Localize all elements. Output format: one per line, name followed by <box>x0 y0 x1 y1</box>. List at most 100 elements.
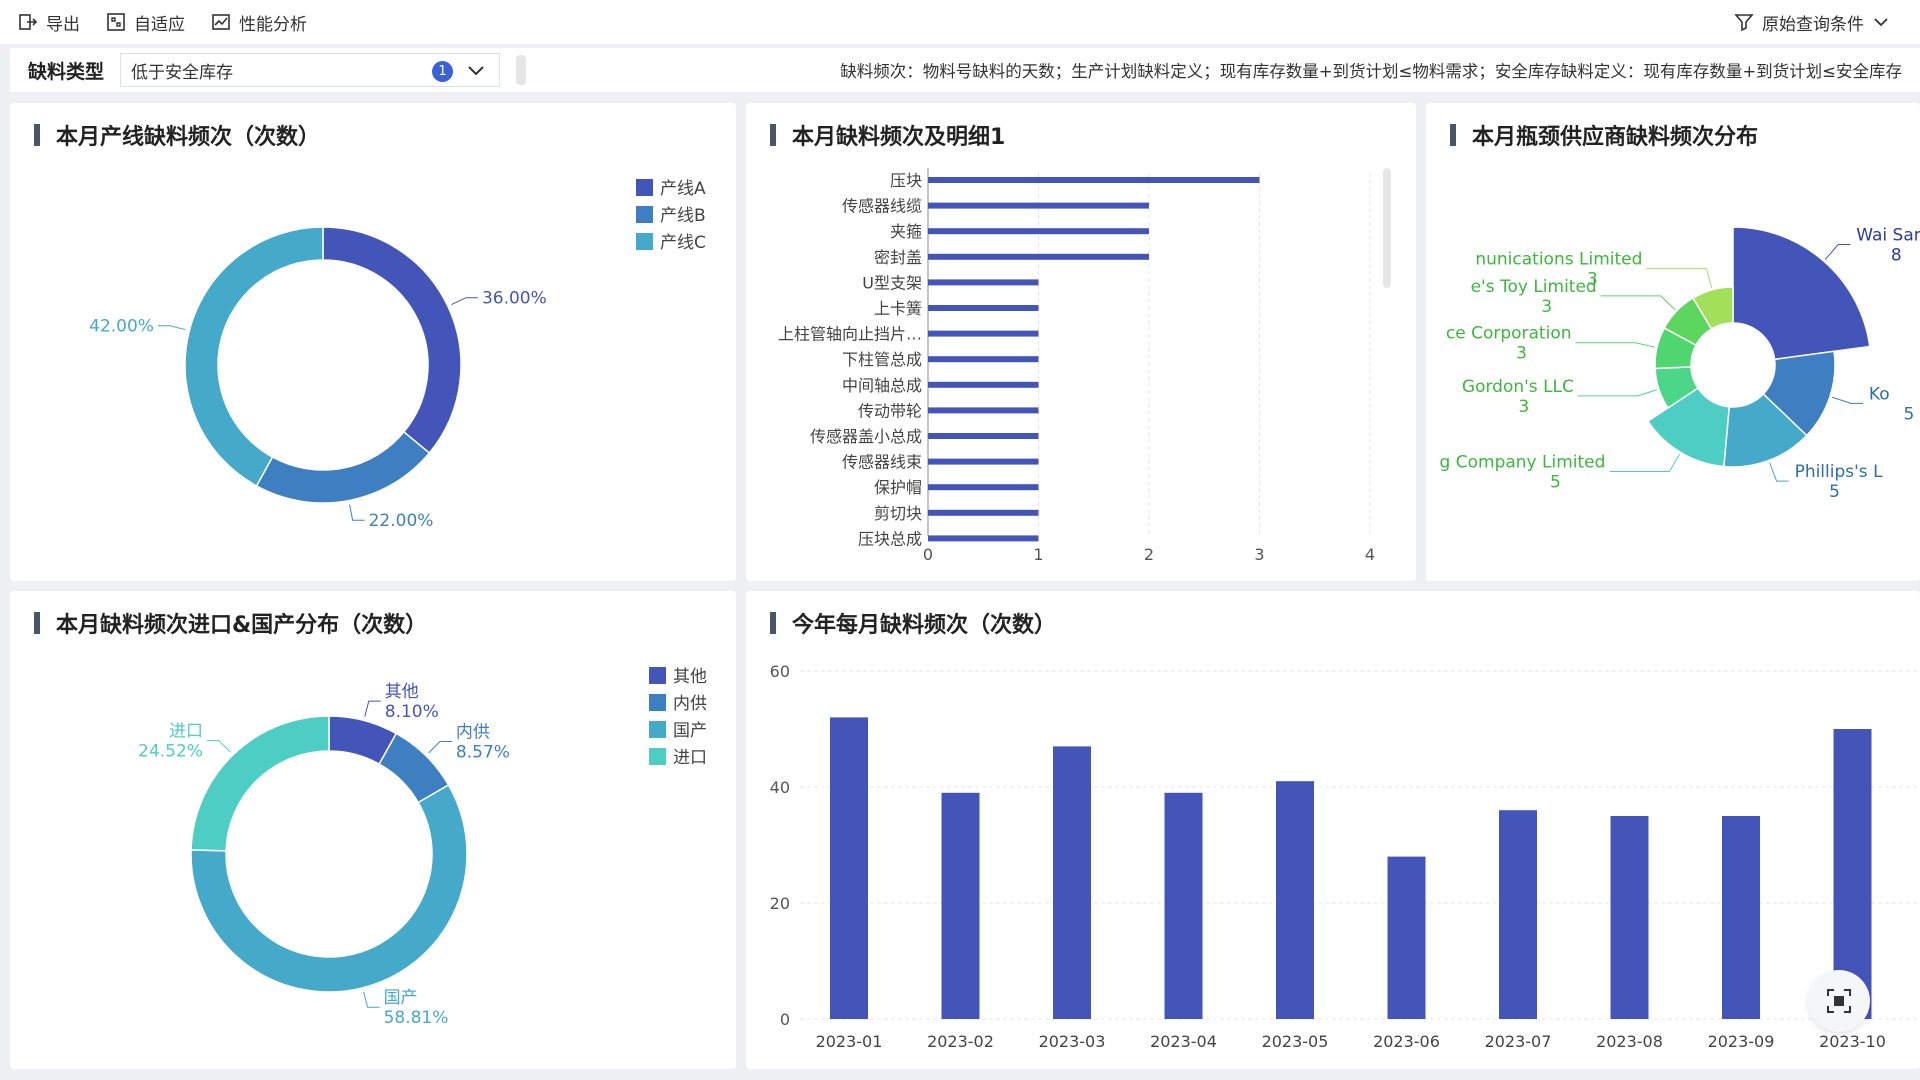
supplier-value-label: 3 <box>1587 270 1598 290</box>
line-freq-chart: 36.00% 22.00% 42.00% 产线A 产线B 产线C <box>89 179 706 531</box>
spacer <box>1820 103 1920 163</box>
label-line <box>428 740 452 754</box>
bar <box>928 356 1039 363</box>
label-line <box>363 991 380 1008</box>
supplier-name-label: e's Toy Limited <box>1471 277 1597 297</box>
chevron-down-icon <box>1874 18 1888 27</box>
slice-name-label: 国产 <box>384 988 418 1008</box>
slice-value-label: 24.52% <box>138 742 203 762</box>
category-label: 上卡簧 <box>874 299 922 318</box>
rose-slice <box>1646 387 1731 468</box>
bar <box>928 253 1149 260</box>
bar <box>1722 816 1760 1019</box>
bar <box>928 381 1039 388</box>
supplier-rose-chart: Wai San I8Ko5Phillips's L5gineering Comp… <box>1426 103 1920 581</box>
panel-monthly: 今年每月缺料频次（次数） 0 20 40 60 2023-01 2023-02 2023-0… <box>746 591 1920 1069</box>
slice-value-label: 42.00% <box>89 317 154 337</box>
tick-label: 4 <box>1365 545 1375 564</box>
label-line <box>349 504 365 521</box>
category-label: 2023-05 <box>1262 1032 1329 1051</box>
export-label: 导出 <box>46 14 80 35</box>
supplier-value-label: 8 <box>1891 246 1902 266</box>
tick-label: 1 <box>1033 545 1043 564</box>
adaptive-button[interactable]: 自适应 <box>106 10 185 35</box>
performance-analysis-label: 性能分析 <box>239 14 307 35</box>
bar <box>928 458 1039 465</box>
original-query-button[interactable]: 原始查询条件 <box>1734 0 1890 44</box>
shortage-type-select[interactable]: 低于安全库存 1 <box>120 53 501 87</box>
clip-mask <box>1426 163 1440 581</box>
category-label: 2023-04 <box>1150 1032 1217 1051</box>
label-line <box>1831 396 1863 404</box>
bar <box>928 433 1039 439</box>
category-label: 下柱管总成 <box>842 350 922 369</box>
bar <box>1499 810 1537 1019</box>
bar <box>941 792 980 1019</box>
bar <box>928 535 1039 542</box>
category-label: 2023-10 <box>1819 1032 1886 1051</box>
tick-label: 40 <box>770 778 790 797</box>
filter-icon <box>1734 14 1754 32</box>
bar <box>928 509 1039 516</box>
legend-swatch <box>649 721 666 738</box>
supplier-value-label: 5 <box>1829 482 1840 502</box>
tick-label: 0 <box>923 545 933 564</box>
category-label: U型支架 <box>862 273 922 292</box>
selected-count-badge: 1 <box>432 61 454 82</box>
adaptive-label: 自适应 <box>134 14 185 35</box>
drag-handle[interactable] <box>516 55 527 85</box>
original-query-label: 原始查询条件 <box>1762 14 1864 35</box>
legend-label: 产线C <box>660 233 706 253</box>
monthly-bar-chart: 0 20 40 60 2023-01 2023-02 2023-03 2023-04 2023-… <box>770 662 1920 1051</box>
slice-name-label: 进口 <box>169 722 203 742</box>
legend-swatch <box>649 694 666 711</box>
export-button[interactable]: 导出 <box>18 10 80 35</box>
legend-label: 产线B <box>660 206 706 226</box>
pie-slice <box>255 430 431 504</box>
slice-value-label: 8.10% <box>385 702 439 722</box>
supplier-name-label: nunications Limited <box>1475 250 1642 270</box>
panel-title: 今年每月缺料频次（次数） <box>770 607 1056 639</box>
category-label: 2023-03 <box>1039 1032 1106 1051</box>
panel-title: 本月瓶颈供应商缺料频次分布 <box>1450 119 1758 151</box>
label-line <box>364 700 381 717</box>
supplier-name-label: gineering Company Limited <box>1426 452 1605 472</box>
supplier-name-label: Ko <box>1869 384 1890 404</box>
pie-slice <box>322 226 462 455</box>
label-line <box>1646 268 1713 289</box>
category-label: 2023-06 <box>1373 1032 1440 1051</box>
panel-title: 本月缺料频次及明细1 <box>770 119 1005 151</box>
category-label: 上柱管轴向止挡片… <box>778 325 922 344</box>
slice-value-label: 22.00% <box>369 511 434 531</box>
bar <box>1164 792 1203 1019</box>
rose-slice <box>1691 286 1734 330</box>
supplier-value-label: 3 <box>1516 344 1527 364</box>
label-line <box>1824 244 1851 260</box>
legend-swatch <box>649 748 666 765</box>
category-label: 2023-08 <box>1596 1032 1663 1051</box>
category-label: 传感器线束 <box>842 453 922 472</box>
legend-label: 内供 <box>673 694 707 714</box>
label-line <box>451 297 478 305</box>
definition-note: 缺料频次：物料号缺料的天数；生产计划缺料定义；现有库存数量+到货计划≤物料需求；… <box>840 62 1902 81</box>
fullscreen-icon <box>1827 989 1851 1013</box>
tick-label: 0 <box>780 1010 790 1029</box>
bar <box>928 202 1149 209</box>
chevron-down-icon[interactable] <box>465 58 487 82</box>
legend-label: 国产 <box>673 721 707 741</box>
panel-line-freq: 本月产线缺料频次（次数） 36.00% 22.00% 42.00% 产线A 产线B 产线C <box>10 103 736 581</box>
label-line <box>1577 389 1658 397</box>
category-label: 压块 <box>890 171 922 190</box>
supplier-value-label: 3 <box>1541 297 1552 317</box>
performance-analysis-button[interactable]: 性能分析 <box>211 10 307 35</box>
bar <box>1276 781 1314 1019</box>
bar <box>1053 746 1091 1019</box>
panel-detail: 本月缺料频次及明细1 0 1 2 3 4 压块 传感器线缆 夹箍 密封盖 U型支架 上卡簧 上柱管轴向… <box>746 103 1416 581</box>
toolbar: 导出 自适应 性能分析 原始查询条件 <box>0 0 1920 44</box>
filter-bar: 缺料类型 低于安全库存 1 缺料频次：物料号缺料的天数；生产计划缺料定义；现有库… <box>10 48 1920 92</box>
fullscreen-button[interactable] <box>1808 970 1870 1032</box>
tick-label: 60 <box>770 662 790 681</box>
category-label: 传感器盖小总成 <box>810 427 922 446</box>
slice-value-label: 36.00% <box>482 289 547 309</box>
label-line <box>206 740 231 753</box>
